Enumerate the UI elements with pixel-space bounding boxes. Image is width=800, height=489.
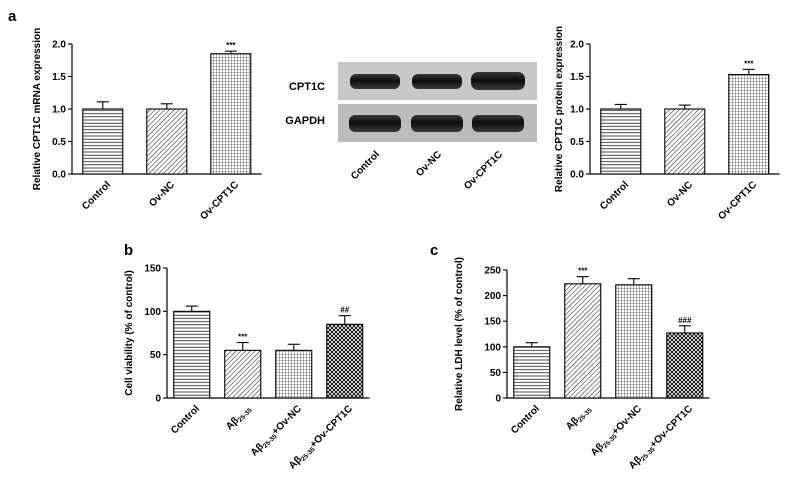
blot-band bbox=[471, 72, 525, 90]
y-tick-label: 50 bbox=[490, 368, 502, 379]
panel-label-b: b bbox=[124, 242, 133, 259]
x-tick-label: Control bbox=[80, 179, 113, 212]
significance-label: *** bbox=[238, 333, 248, 342]
bar bbox=[615, 284, 653, 399]
y-tick-label: 200 bbox=[484, 291, 501, 302]
x-tick-label: Control bbox=[169, 403, 202, 436]
bar bbox=[600, 108, 642, 175]
blot-band bbox=[412, 74, 462, 89]
y-tick-label: 0.0 bbox=[570, 170, 584, 181]
blot-band bbox=[472, 115, 524, 132]
y-tick-label: 100 bbox=[144, 307, 161, 318]
y-tick-label: 1.0 bbox=[52, 105, 66, 116]
y-tick-label: 0.5 bbox=[52, 137, 66, 148]
x-tick-label: Aβ25-35 bbox=[564, 403, 594, 433]
bar bbox=[173, 310, 211, 399]
blot-lane-label: Ov-NC bbox=[414, 149, 444, 179]
y-tick-label: 1.5 bbox=[52, 72, 66, 83]
blot-lane-label: Ov-CPT1C bbox=[462, 149, 505, 192]
y-axis-label: Relative CPT1C protein expression bbox=[554, 26, 565, 192]
y-tick-label: 0 bbox=[495, 394, 501, 405]
significance-label: *** bbox=[226, 41, 236, 50]
x-tick-label: Ov-NC bbox=[665, 179, 695, 209]
x-tick-label: Control bbox=[509, 403, 542, 436]
x-tick-label: Ov-NC bbox=[147, 179, 177, 209]
significance-label: ## bbox=[340, 306, 349, 315]
bar bbox=[275, 349, 313, 399]
x-tick-label: Aβ25-35 bbox=[224, 403, 254, 433]
bar bbox=[666, 332, 704, 399]
bar bbox=[146, 108, 188, 175]
bar bbox=[82, 108, 124, 175]
x-tick-label: Control bbox=[598, 179, 631, 212]
y-tick-label: 0.0 bbox=[52, 170, 66, 181]
significance-label: *** bbox=[744, 59, 754, 68]
blot-band bbox=[411, 115, 463, 132]
panel-label-a: a bbox=[8, 8, 17, 25]
bar bbox=[564, 283, 602, 399]
y-tick-label: 0 bbox=[155, 394, 161, 405]
significance-label: ### bbox=[678, 316, 692, 325]
western-blot: CPT1C GAPDH Control Ov-NC Ov-CPT1C bbox=[285, 62, 537, 192]
y-tick-label: 1.5 bbox=[570, 72, 584, 83]
bar bbox=[664, 108, 706, 175]
x-tick-label: Aβ25-35+Ov-NC bbox=[249, 403, 305, 459]
y-tick-label: 150 bbox=[144, 264, 161, 275]
bar bbox=[513, 346, 551, 399]
y-tick-label: 50 bbox=[150, 350, 162, 361]
bar bbox=[728, 74, 770, 175]
y-axis-label: Cell viability (% of control) bbox=[124, 270, 135, 396]
chart-protein-expression: 0.0 0.5 1.0 1.5 2.0 Relative CPT1C protein ex… bbox=[554, 26, 780, 222]
blot-row-label: CPT1C bbox=[289, 81, 325, 93]
y-tick-label: 100 bbox=[484, 342, 501, 353]
x-tick-label: Ov-CPT1C bbox=[198, 179, 241, 222]
x-tick-label: Ov-CPT1C bbox=[716, 179, 759, 222]
y-tick-label: 150 bbox=[484, 317, 501, 328]
y-tick-label: 2.0 bbox=[570, 40, 584, 51]
panel-label-c: c bbox=[430, 242, 438, 259]
x-tick-label: Aβ25-35+Ov-NC bbox=[589, 403, 645, 459]
bar bbox=[326, 323, 364, 399]
y-axis-label: Relative CPT1C mRNA expression bbox=[32, 28, 43, 190]
blot-band bbox=[349, 115, 401, 132]
chart-cell-viability: 0 50 100 150 Cell viability (% of control) Co… bbox=[124, 264, 370, 471]
blot-lane-label: Control bbox=[349, 149, 382, 182]
blot-band bbox=[350, 74, 400, 89]
chart-mrna-expression: 0.0 0.5 1.0 1.5 2.0 Relative CPT1C mRNA expre… bbox=[32, 28, 262, 222]
y-tick-label: 250 bbox=[484, 266, 501, 277]
y-tick-label: 1.0 bbox=[570, 105, 584, 116]
bar bbox=[210, 53, 252, 175]
y-tick-label: 0.5 bbox=[570, 137, 584, 148]
chart-ldh-level: 0 50 100 150 200 250 Relative LDH level (% of … bbox=[454, 257, 710, 471]
bar bbox=[224, 349, 262, 399]
blot-row-label: GAPDH bbox=[285, 115, 325, 127]
y-tick-label: 2.0 bbox=[52, 40, 66, 51]
y-axis-label: Relative LDH level (% of control) bbox=[454, 257, 465, 411]
significance-label: *** bbox=[578, 267, 588, 276]
